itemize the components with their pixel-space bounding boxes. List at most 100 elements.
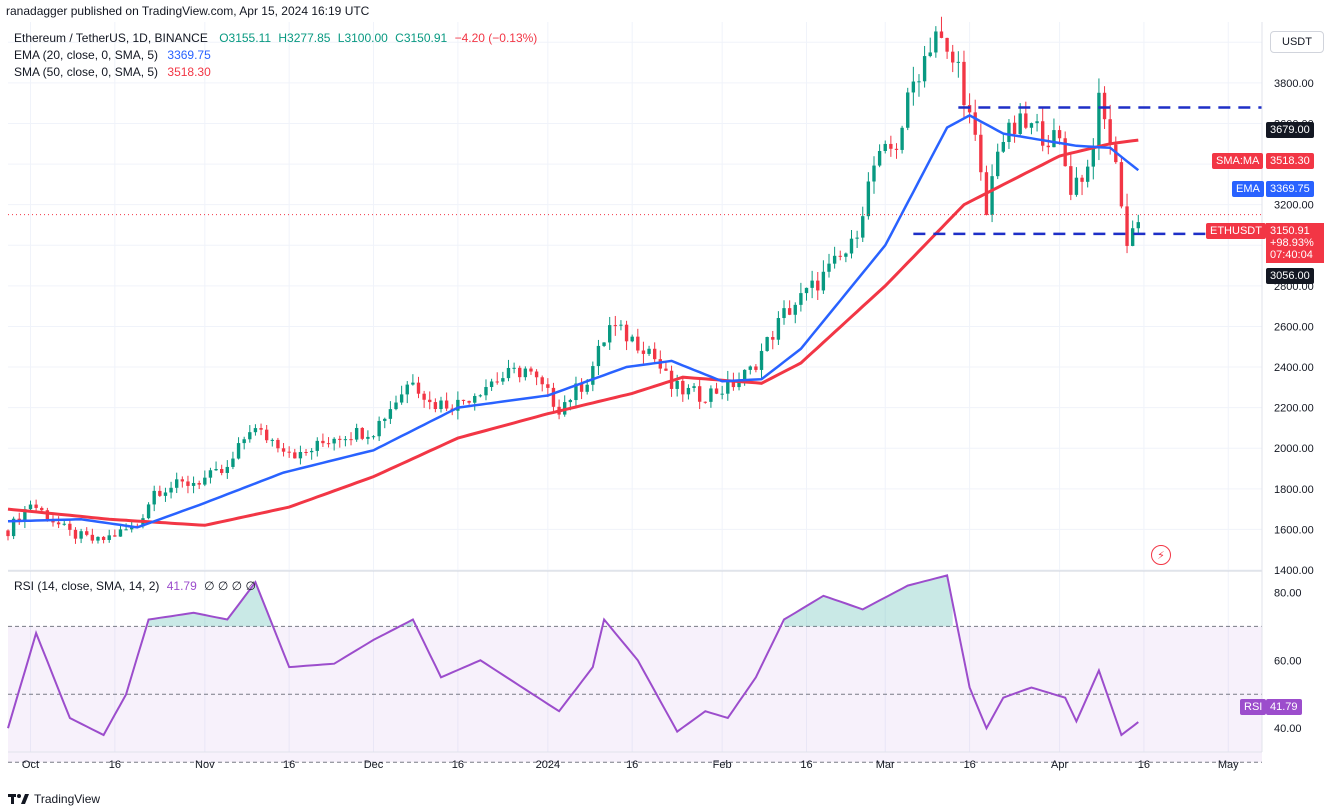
candle-body	[175, 479, 179, 488]
sma-legend-value: 3518.30	[167, 65, 211, 79]
candle-body	[281, 448, 286, 452]
price-tick-label: 2600.00	[1274, 321, 1314, 333]
time-tick-label: Apr	[1051, 759, 1068, 771]
candle-body	[551, 387, 556, 407]
candle-body	[782, 308, 786, 319]
candle-body	[844, 253, 848, 257]
tv-logo-icon	[8, 794, 29, 804]
candle-body	[608, 325, 612, 343]
candle-body	[652, 348, 657, 360]
candle-body	[939, 31, 944, 38]
candle-body	[1074, 177, 1079, 195]
candle-body	[624, 324, 629, 342]
price-tick-label: 1800.00	[1274, 484, 1314, 496]
candle-body	[360, 427, 364, 439]
candle-body	[326, 443, 331, 445]
candle-body	[776, 318, 781, 340]
candle-body	[45, 510, 50, 521]
candle-body	[799, 293, 803, 305]
candle-body	[523, 368, 528, 378]
candle-body	[709, 388, 713, 402]
candle-body	[219, 469, 224, 473]
candle-body	[495, 381, 499, 383]
rsi-legend-label: RSI (14, close, SMA, 14, 2)	[14, 579, 160, 593]
high-value: H3277.85	[278, 31, 331, 45]
tradingview-footer[interactable]: TradingView	[8, 792, 100, 806]
candle-body	[832, 255, 837, 264]
candle-body	[34, 504, 38, 508]
resistance-price-tag: 3679.00	[1266, 122, 1314, 138]
time-tick-label: 16	[800, 759, 812, 771]
candle-body	[967, 105, 972, 113]
candle-body	[489, 381, 494, 387]
open-value: O3155.11	[219, 31, 272, 45]
ema20-line	[7, 113, 1140, 529]
candle-body	[771, 337, 775, 340]
candle-body	[68, 523, 72, 530]
candle-body	[186, 481, 190, 486]
candle-body	[877, 150, 882, 166]
candle-body	[248, 432, 252, 440]
candle-body	[821, 271, 826, 291]
candle-body	[664, 368, 668, 371]
candle-body	[754, 366, 758, 370]
price-tick-label: 3800.00	[1274, 78, 1314, 90]
candle-body	[366, 436, 370, 439]
candle-body	[816, 280, 820, 291]
symbol-tag: ETHUSDT	[1206, 223, 1266, 239]
candle-body	[1097, 92, 1101, 147]
rsi-legend-value: 41.79	[166, 579, 197, 593]
candle-body	[1046, 145, 1051, 148]
candle-body	[681, 380, 685, 395]
candle-body	[906, 92, 910, 128]
candle-body	[113, 535, 117, 537]
candle-body	[242, 439, 246, 444]
candle-body	[579, 383, 584, 392]
candle-body	[338, 438, 342, 440]
candle-body	[1012, 122, 1017, 135]
candle-body	[28, 504, 33, 510]
candle-body	[934, 31, 938, 53]
candle-body	[236, 443, 241, 459]
ema-price-tag: 3369.75	[1266, 181, 1314, 197]
candle-body	[467, 400, 471, 403]
candle-body	[473, 396, 477, 403]
currency-button[interactable]: USDT	[1270, 31, 1324, 53]
sma-ma-tag: SMA:MA	[1212, 153, 1264, 169]
lightning-icon[interactable]: ⚡	[1151, 545, 1171, 565]
candle-body	[444, 400, 449, 409]
candle-body	[416, 382, 421, 394]
candle-body	[1069, 166, 1073, 195]
change-value: −4.20 (−0.13%)	[454, 31, 538, 45]
candle-body	[101, 536, 106, 540]
time-tick-label: Nov	[195, 759, 215, 771]
candle-body	[962, 61, 966, 106]
candle-body	[759, 350, 764, 370]
candle-body	[849, 238, 854, 254]
candle-body	[534, 371, 539, 378]
ema-legend-value: 3369.75	[167, 48, 211, 62]
ema-legend: EMA (20, close, 0, SMA, 5) 3369.75	[14, 48, 211, 62]
candle-body	[726, 380, 730, 394]
candle-body	[1001, 141, 1006, 152]
candle-body	[180, 479, 185, 482]
candle-body	[371, 436, 376, 438]
candle-body	[1136, 222, 1140, 229]
time-tick-label: Feb	[713, 759, 732, 771]
candle-body	[73, 529, 78, 539]
candle-body	[787, 308, 792, 315]
candle-body	[6, 530, 10, 537]
candle-body	[461, 399, 466, 401]
candle-body	[1085, 166, 1090, 182]
sma-price-tag: 3518.30	[1266, 153, 1314, 169]
candle-body	[591, 366, 595, 385]
symbol-title: Ethereum / TetherUS, 1D, BINANCE	[14, 31, 208, 45]
time-tick-label: Mar	[876, 759, 895, 771]
candle-body	[79, 531, 83, 539]
candle-body	[900, 127, 904, 150]
candle-body	[922, 56, 927, 82]
candle-body	[309, 450, 314, 453]
time-tick-label: May	[1218, 759, 1239, 771]
candle-body	[692, 386, 696, 388]
